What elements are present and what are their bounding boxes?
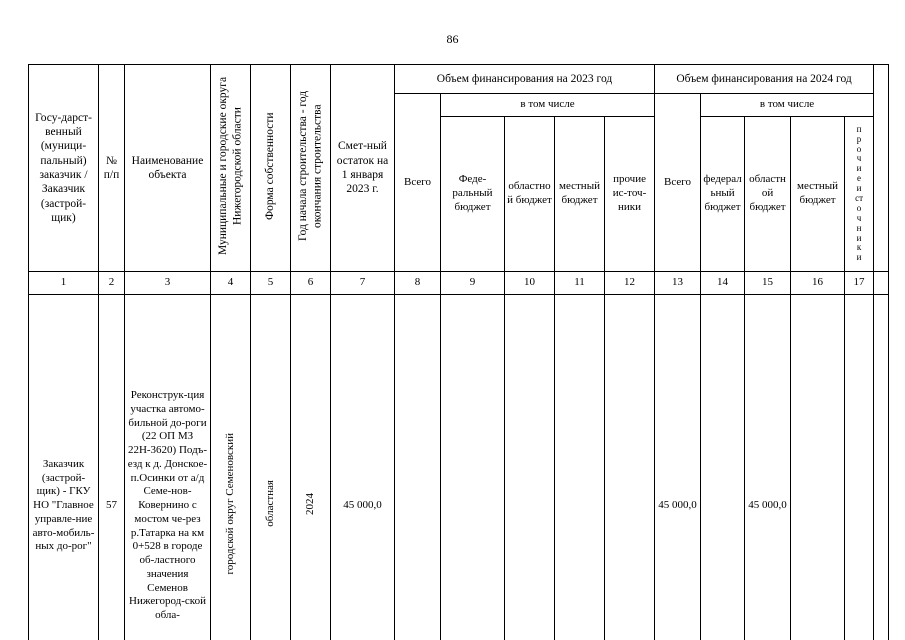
header-row-budgets: Феде-ральный бюджет областной бюджет мес…	[29, 116, 889, 272]
col-header-other-2023: прочие ис-точ-ники	[603, 116, 656, 272]
column-numbers-row: 1 2 3 4 5 6 7 8 9 10 11 12 13 14 15 16 1…	[28, 271, 890, 295]
other-sources-stacked-label: прочие источники	[855, 123, 864, 263]
col-number: 11	[554, 271, 605, 295]
cell-oblast-2024: 45 000,0	[744, 294, 792, 640]
col-header-years: Год начала строительства - год окончания…	[290, 64, 331, 272]
cell-total-2024: 45 000,0	[654, 294, 702, 640]
cell-other-2023	[603, 294, 656, 640]
col-number: 14	[700, 271, 746, 295]
cell-estimate-balance: 45 000,0	[330, 294, 395, 640]
cell-local-2023	[554, 294, 605, 640]
cell-federal-2023	[440, 294, 505, 640]
group-header-2024: Объем финансирования на 2024 год	[654, 64, 875, 94]
col-number: 12	[603, 271, 656, 295]
col-header-customer: Госу-дарст-венный (муници-пальный) заказ…	[28, 64, 99, 272]
col-header-federal-2023: Феде-ральный бюджет	[440, 116, 505, 272]
page-number: 86	[446, 32, 459, 46]
header-row-groups: Госу-дарст-венный (муници-пальный) заказ…	[28, 64, 890, 272]
col-number: 5	[250, 271, 291, 295]
including-header-2023: в том числе	[439, 93, 656, 117]
ownership-header-vertical-label: Форма собственности	[264, 112, 277, 220]
years-header-vertical-label: Год начала строительства - год окончания…	[297, 90, 324, 241]
col-number: 17	[844, 271, 875, 295]
col-number: 9	[440, 271, 505, 295]
col-number: 1	[28, 271, 99, 295]
col-number: 4	[210, 271, 251, 295]
col-header-total-2023: Всего	[394, 93, 441, 272]
col-header-other-2024: прочие источники	[844, 116, 875, 272]
col-header-estimate-balance: Смет-ный остаток на 1 января 2023 г.	[330, 64, 395, 272]
cell-object-name: Реконструк-ция участка автомо-бильной до…	[124, 294, 211, 640]
col-number: 10	[504, 271, 555, 295]
group-header-2023: Объем финансирования на 2023 год	[393, 64, 656, 94]
col-number: 16	[790, 271, 846, 295]
col-number: 13	[654, 271, 702, 295]
cell-district: городской округ Семеновский	[210, 294, 251, 640]
col-header-row-number: № п/п	[98, 64, 125, 272]
col-header-local-2024: местный бюджет	[790, 116, 846, 272]
cell-years: 2024	[290, 294, 331, 640]
col-header-federal-2024: федеральный бюджет	[700, 116, 746, 272]
district-header-vertical-label: Муниципальные и городские округа Нижегор…	[217, 76, 244, 255]
edge-column-data-cell	[873, 294, 890, 640]
col-number: 3	[124, 271, 211, 295]
edge-column-number-cell	[873, 271, 890, 295]
ownership-vertical-value: областная	[263, 480, 276, 527]
edge-column-header	[873, 64, 890, 272]
col-header-oblast-2024: областной бюджет	[744, 116, 792, 272]
col-header-ownership: Форма собственности	[250, 64, 291, 272]
col-header-local-2023: местный бюджет	[554, 116, 605, 272]
col-header-district: Муниципальные и городские округа Нижегор…	[210, 64, 251, 272]
cell-local-2024	[790, 294, 846, 640]
years-vertical-value: 2024	[303, 492, 316, 515]
cell-row-number: 57	[98, 294, 125, 640]
col-number: 2	[98, 271, 125, 295]
col-number: 6	[290, 271, 331, 295]
cell-other-2024	[844, 294, 875, 640]
col-header-oblast-2023: областной бюджет	[504, 116, 555, 272]
district-vertical-value: городской округ Семеновский	[223, 432, 236, 575]
cell-ownership: областная	[250, 294, 291, 640]
col-number: 7	[330, 271, 395, 295]
col-header-object-name: Наименование объекта	[124, 64, 211, 272]
col-header-total-2024: Всего	[654, 93, 702, 272]
col-number: 15	[744, 271, 792, 295]
cell-oblast-2023	[504, 294, 555, 640]
table-row: Заказчик (застрой-щик) - ГКУ НО "Главное…	[28, 294, 890, 640]
cell-customer: Заказчик (застрой-щик) - ГКУ НО "Главное…	[28, 294, 99, 640]
including-header-2024: в том числе	[700, 93, 875, 117]
cell-total-2023	[394, 294, 441, 640]
cell-federal-2024	[700, 294, 746, 640]
col-number: 8	[394, 271, 441, 295]
financing-table: Госу-дарст-венный (муници-пальный) заказ…	[28, 64, 890, 640]
